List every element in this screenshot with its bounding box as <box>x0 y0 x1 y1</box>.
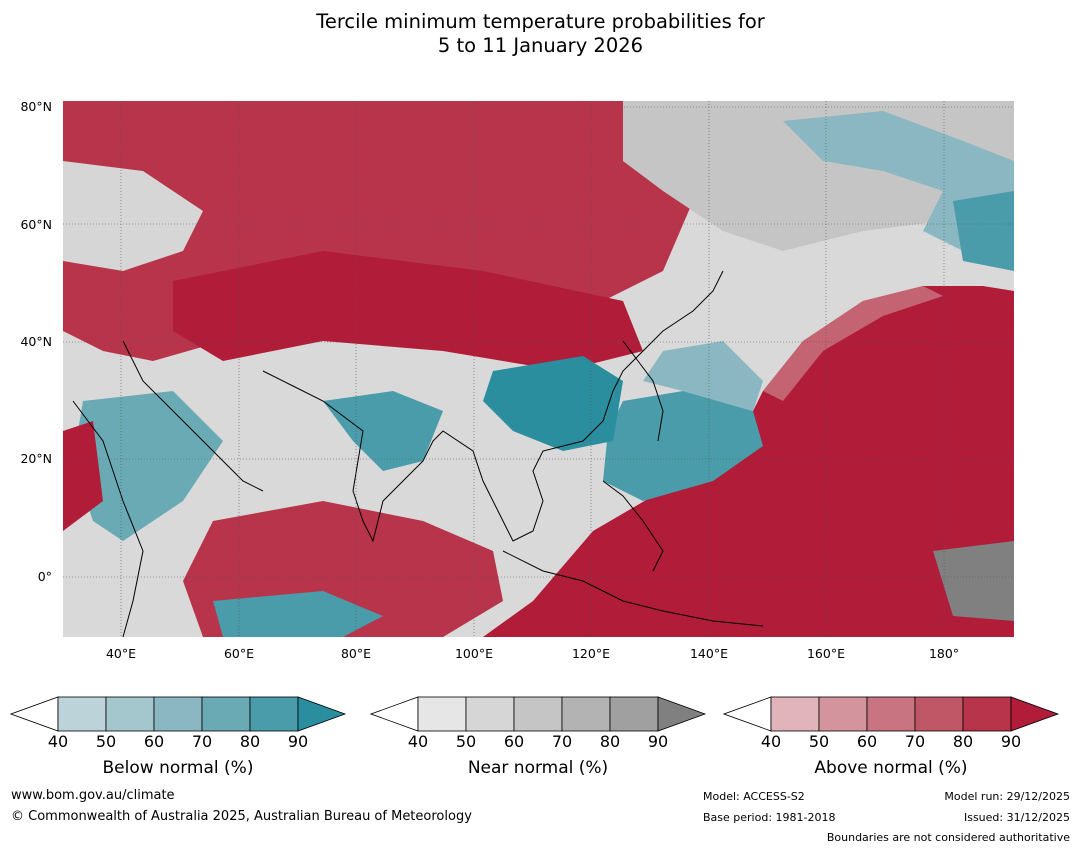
china-below <box>483 356 623 451</box>
west-pacific-below-light <box>643 341 763 411</box>
copyright-text: © Commonwealth of Australia 2025, Austra… <box>11 809 472 824</box>
below-colorbar-tick-label: 90 <box>287 732 309 751</box>
near-colorbar-tick-label: 50 <box>455 732 477 751</box>
pacific-northeast-teal <box>953 191 1014 271</box>
lon-label-180: 180° <box>928 646 960 661</box>
above-colorbar-tick-label: 90 <box>1000 732 1022 751</box>
central-asia-above <box>173 251 643 371</box>
above-normal-title: Above normal (%) <box>814 758 968 778</box>
below-colorbar-tick-label: 60 <box>143 732 165 751</box>
arabia-below <box>73 391 223 541</box>
below-colorbar-max-arrow <box>297 696 347 732</box>
above-colorbar-tick-label: 80 <box>952 732 974 751</box>
above-colorbar-min-arrow <box>723 696 772 732</box>
above-colorbar-segment <box>962 696 1012 732</box>
map-canvas <box>63 101 1014 637</box>
above-normal-colorbar <box>723 696 1060 732</box>
below-colorbar-tick-label: 40 <box>47 732 69 751</box>
se-pacific-grey <box>933 541 1014 621</box>
lon-label-40e: 40°E <box>105 646 137 661</box>
map-title: Tercile minimum temperature probabilitie… <box>0 10 1081 58</box>
near-colorbar-tick-label: 80 <box>599 732 621 751</box>
near-colorbar-max-arrow <box>657 696 707 732</box>
near-normal-colorbar <box>370 696 707 732</box>
west-pacific-below <box>603 391 763 501</box>
pacific-above-fringe <box>763 286 943 401</box>
model-text: Model: ACCESS-S2 <box>703 790 805 803</box>
website-link[interactable]: www.bom.gov.au/climate <box>11 788 175 803</box>
above-colorbar-max-arrow <box>1010 696 1060 732</box>
lon-label-160e: 160°E <box>806 646 845 661</box>
near-colorbar-tick-label: 70 <box>551 732 573 751</box>
probability-map <box>63 101 1014 637</box>
above-colorbar-segment <box>914 696 964 732</box>
boundaries-text: Boundaries are not considered authoritat… <box>826 831 1070 844</box>
above-colorbar-tick-label: 70 <box>904 732 926 751</box>
northern-europe-grey <box>63 161 203 271</box>
above-colorbar-segment <box>866 696 916 732</box>
below-colorbar-segment <box>57 696 107 732</box>
lon-label-140e: 140°E <box>689 646 728 661</box>
lat-label-80n: 80°N <box>20 99 52 114</box>
pacific-above-region <box>483 286 1014 637</box>
lon-label-60e: 60°E <box>223 646 255 661</box>
base-period-text: Base period: 1981-2018 <box>703 811 836 824</box>
graticule <box>63 101 1014 637</box>
above-colorbar-segment <box>770 696 820 732</box>
below-normal-colorbar <box>10 696 347 732</box>
near-colorbar-tick-label: 90 <box>647 732 669 751</box>
near-colorbar-min-arrow <box>370 696 419 732</box>
near-normal-title: Near normal (%) <box>467 758 609 778</box>
below-colorbar-min-arrow <box>10 696 59 732</box>
near-colorbar-segment <box>609 696 659 732</box>
lon-label-100e: 100°E <box>454 646 493 661</box>
near-colorbar-segment <box>513 696 563 732</box>
lat-label-20n: 20°N <box>20 451 52 466</box>
lat-label-60n: 60°N <box>20 217 52 232</box>
below-colorbar-tick-label: 50 <box>95 732 117 751</box>
near-colorbar-segment <box>465 696 515 732</box>
below-colorbar-segment <box>201 696 251 732</box>
below-colorbar-segment <box>105 696 155 732</box>
title-line-1: Tercile minimum temperature probabilitie… <box>316 10 765 33</box>
near-colorbar-segment <box>417 696 467 732</box>
lat-label-0: 0° <box>37 569 52 584</box>
west-africa-above <box>63 421 103 531</box>
near-colorbar-tick-label: 60 <box>503 732 525 751</box>
below-normal-title: Below normal (%) <box>102 758 254 778</box>
coastlines <box>72 270 764 637</box>
above-colorbar-tick-label: 60 <box>856 732 878 751</box>
issued-text: Issued: 31/12/2025 <box>963 811 1070 824</box>
near-colorbar-tick-label: 40 <box>407 732 429 751</box>
near-colorbar-segment <box>561 696 611 732</box>
indian-ocean-below-patch <box>213 591 383 637</box>
below-colorbar-segment <box>249 696 299 732</box>
above-colorbar-tick-label: 40 <box>760 732 782 751</box>
title-line-2: 5 to 11 January 2026 <box>437 34 644 57</box>
below-colorbar-tick-label: 80 <box>239 732 261 751</box>
lon-label-80e: 80°E <box>340 646 372 661</box>
above-colorbar-tick-label: 50 <box>808 732 830 751</box>
below-colorbar-tick-label: 70 <box>191 732 213 751</box>
model-run-text: Model run: 29/12/2025 <box>944 790 1070 803</box>
below-colorbar-segment <box>153 696 203 732</box>
lat-label-40n: 40°N <box>20 334 52 349</box>
above-colorbar-segment <box>818 696 868 732</box>
india-below <box>323 391 443 471</box>
lon-label-120e: 120°E <box>571 646 610 661</box>
arctic-teal <box>783 111 1014 271</box>
